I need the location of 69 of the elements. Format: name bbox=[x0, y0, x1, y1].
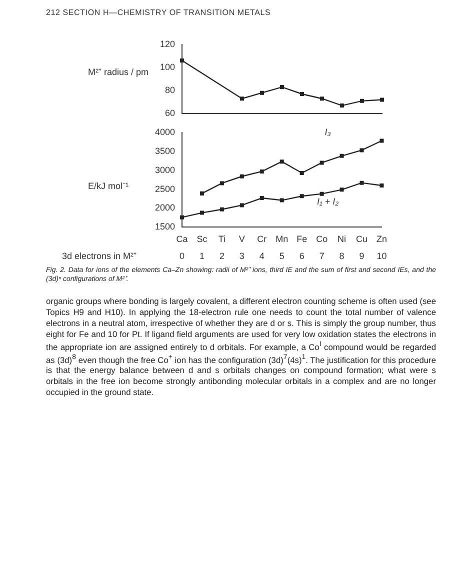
text: 5 bbox=[279, 250, 284, 261]
text: 10 bbox=[376, 250, 387, 261]
point bbox=[300, 194, 304, 198]
text: I₃ bbox=[324, 126, 332, 137]
x-tick-label: Zn bbox=[376, 234, 388, 244]
point bbox=[280, 85, 284, 90]
y-tick-label: 3000 bbox=[154, 164, 175, 175]
point bbox=[260, 169, 264, 174]
text: 0 bbox=[179, 250, 185, 261]
text: 6 bbox=[299, 250, 304, 261]
point bbox=[200, 191, 204, 196]
point bbox=[380, 138, 384, 143]
y-tick-label: 60 bbox=[164, 108, 175, 118]
y-tick-label: 2000 bbox=[154, 202, 175, 213]
point bbox=[180, 58, 184, 63]
point bbox=[300, 92, 304, 96]
x-tick-label: Cr bbox=[257, 234, 267, 244]
x-tick-label: Sc bbox=[196, 234, 208, 244]
text: 212 SECTION H—CHEMISTRY OF TRANSITION METALS bbox=[46, 8, 272, 17]
x-axis-title: 3d electrons in M²⁺ bbox=[62, 251, 137, 261]
point bbox=[180, 215, 184, 220]
point bbox=[340, 104, 344, 108]
text: 9 bbox=[359, 250, 364, 261]
point bbox=[320, 160, 324, 165]
text: 3 bbox=[239, 250, 244, 261]
series-label: I₁ + I₂ bbox=[317, 196, 340, 207]
x-tick-label: Mn bbox=[276, 234, 288, 244]
point bbox=[360, 98, 364, 103]
y-tick-label: 80 bbox=[164, 85, 175, 96]
point bbox=[320, 192, 324, 196]
x-tick-label: Cu bbox=[356, 234, 368, 244]
x-tick-label: Ti bbox=[218, 234, 226, 244]
point bbox=[240, 174, 244, 178]
x-tick-label: V bbox=[238, 234, 245, 244]
y-tick-label: 3500 bbox=[154, 146, 175, 156]
x-tick-label: Ca bbox=[176, 234, 188, 244]
y-tick-label: 100 bbox=[160, 62, 175, 72]
point bbox=[200, 210, 204, 215]
text: 8 bbox=[339, 250, 344, 261]
point bbox=[360, 180, 364, 185]
x-tick-label: Fe bbox=[296, 234, 308, 244]
y-axis-title: E/kJ mol⁻¹ bbox=[88, 181, 129, 191]
point bbox=[260, 90, 264, 95]
text: 1 bbox=[199, 250, 204, 261]
y-tick-label: 2500 bbox=[154, 184, 175, 194]
point bbox=[280, 198, 284, 202]
x-tick-label: Ni bbox=[338, 234, 346, 244]
point bbox=[220, 207, 224, 212]
point bbox=[240, 203, 244, 208]
y-tick-label: 1500 bbox=[154, 222, 175, 232]
point bbox=[340, 188, 344, 192]
point bbox=[360, 148, 364, 152]
point bbox=[240, 96, 244, 101]
y-tick-label: 120 bbox=[160, 38, 175, 49]
point bbox=[380, 183, 384, 188]
point bbox=[260, 196, 264, 200]
text: organic groups where bonding is largely covalent, a different electron counting scheme is often used (see Topics H9 and H10). In applying the 18-electron rule one needs to count the total number of valence electrons in a neutral atom, irrespective of whether they are d or s. This is simply the group number, thus eight for Fe and 10 for Pt. If ligand field arguments are used for very low oxidation states the electrons in the appropriate ion are assigned entirely to d orbitals. For example, a Co$^{I}$ compound would be regarded as (3d)$^{8}$ even though the free Co$^{+}$ ion has the configuration (3d)$^{7}$(4s)$^{1}$. The justification for this procedure is that the energy balance between d and s orbitals changes on compound formation; what were s orbitals in the free ion become strongly antibonding molecular orbitals in a complex and are no longer occupied in the ground state. bbox=[46, 296, 436, 398]
point bbox=[340, 154, 344, 158]
y-tick-label: 4000 bbox=[154, 126, 175, 137]
point bbox=[320, 96, 324, 101]
x-tick-label: Co bbox=[316, 234, 328, 244]
text: 2 bbox=[219, 250, 224, 261]
y-axis-title: M²⁺ radius / pm bbox=[88, 67, 149, 77]
point bbox=[280, 160, 284, 164]
text: 4 bbox=[259, 250, 264, 261]
point bbox=[300, 170, 304, 175]
point bbox=[220, 181, 224, 186]
text: 7 bbox=[319, 250, 324, 261]
point bbox=[380, 98, 384, 102]
